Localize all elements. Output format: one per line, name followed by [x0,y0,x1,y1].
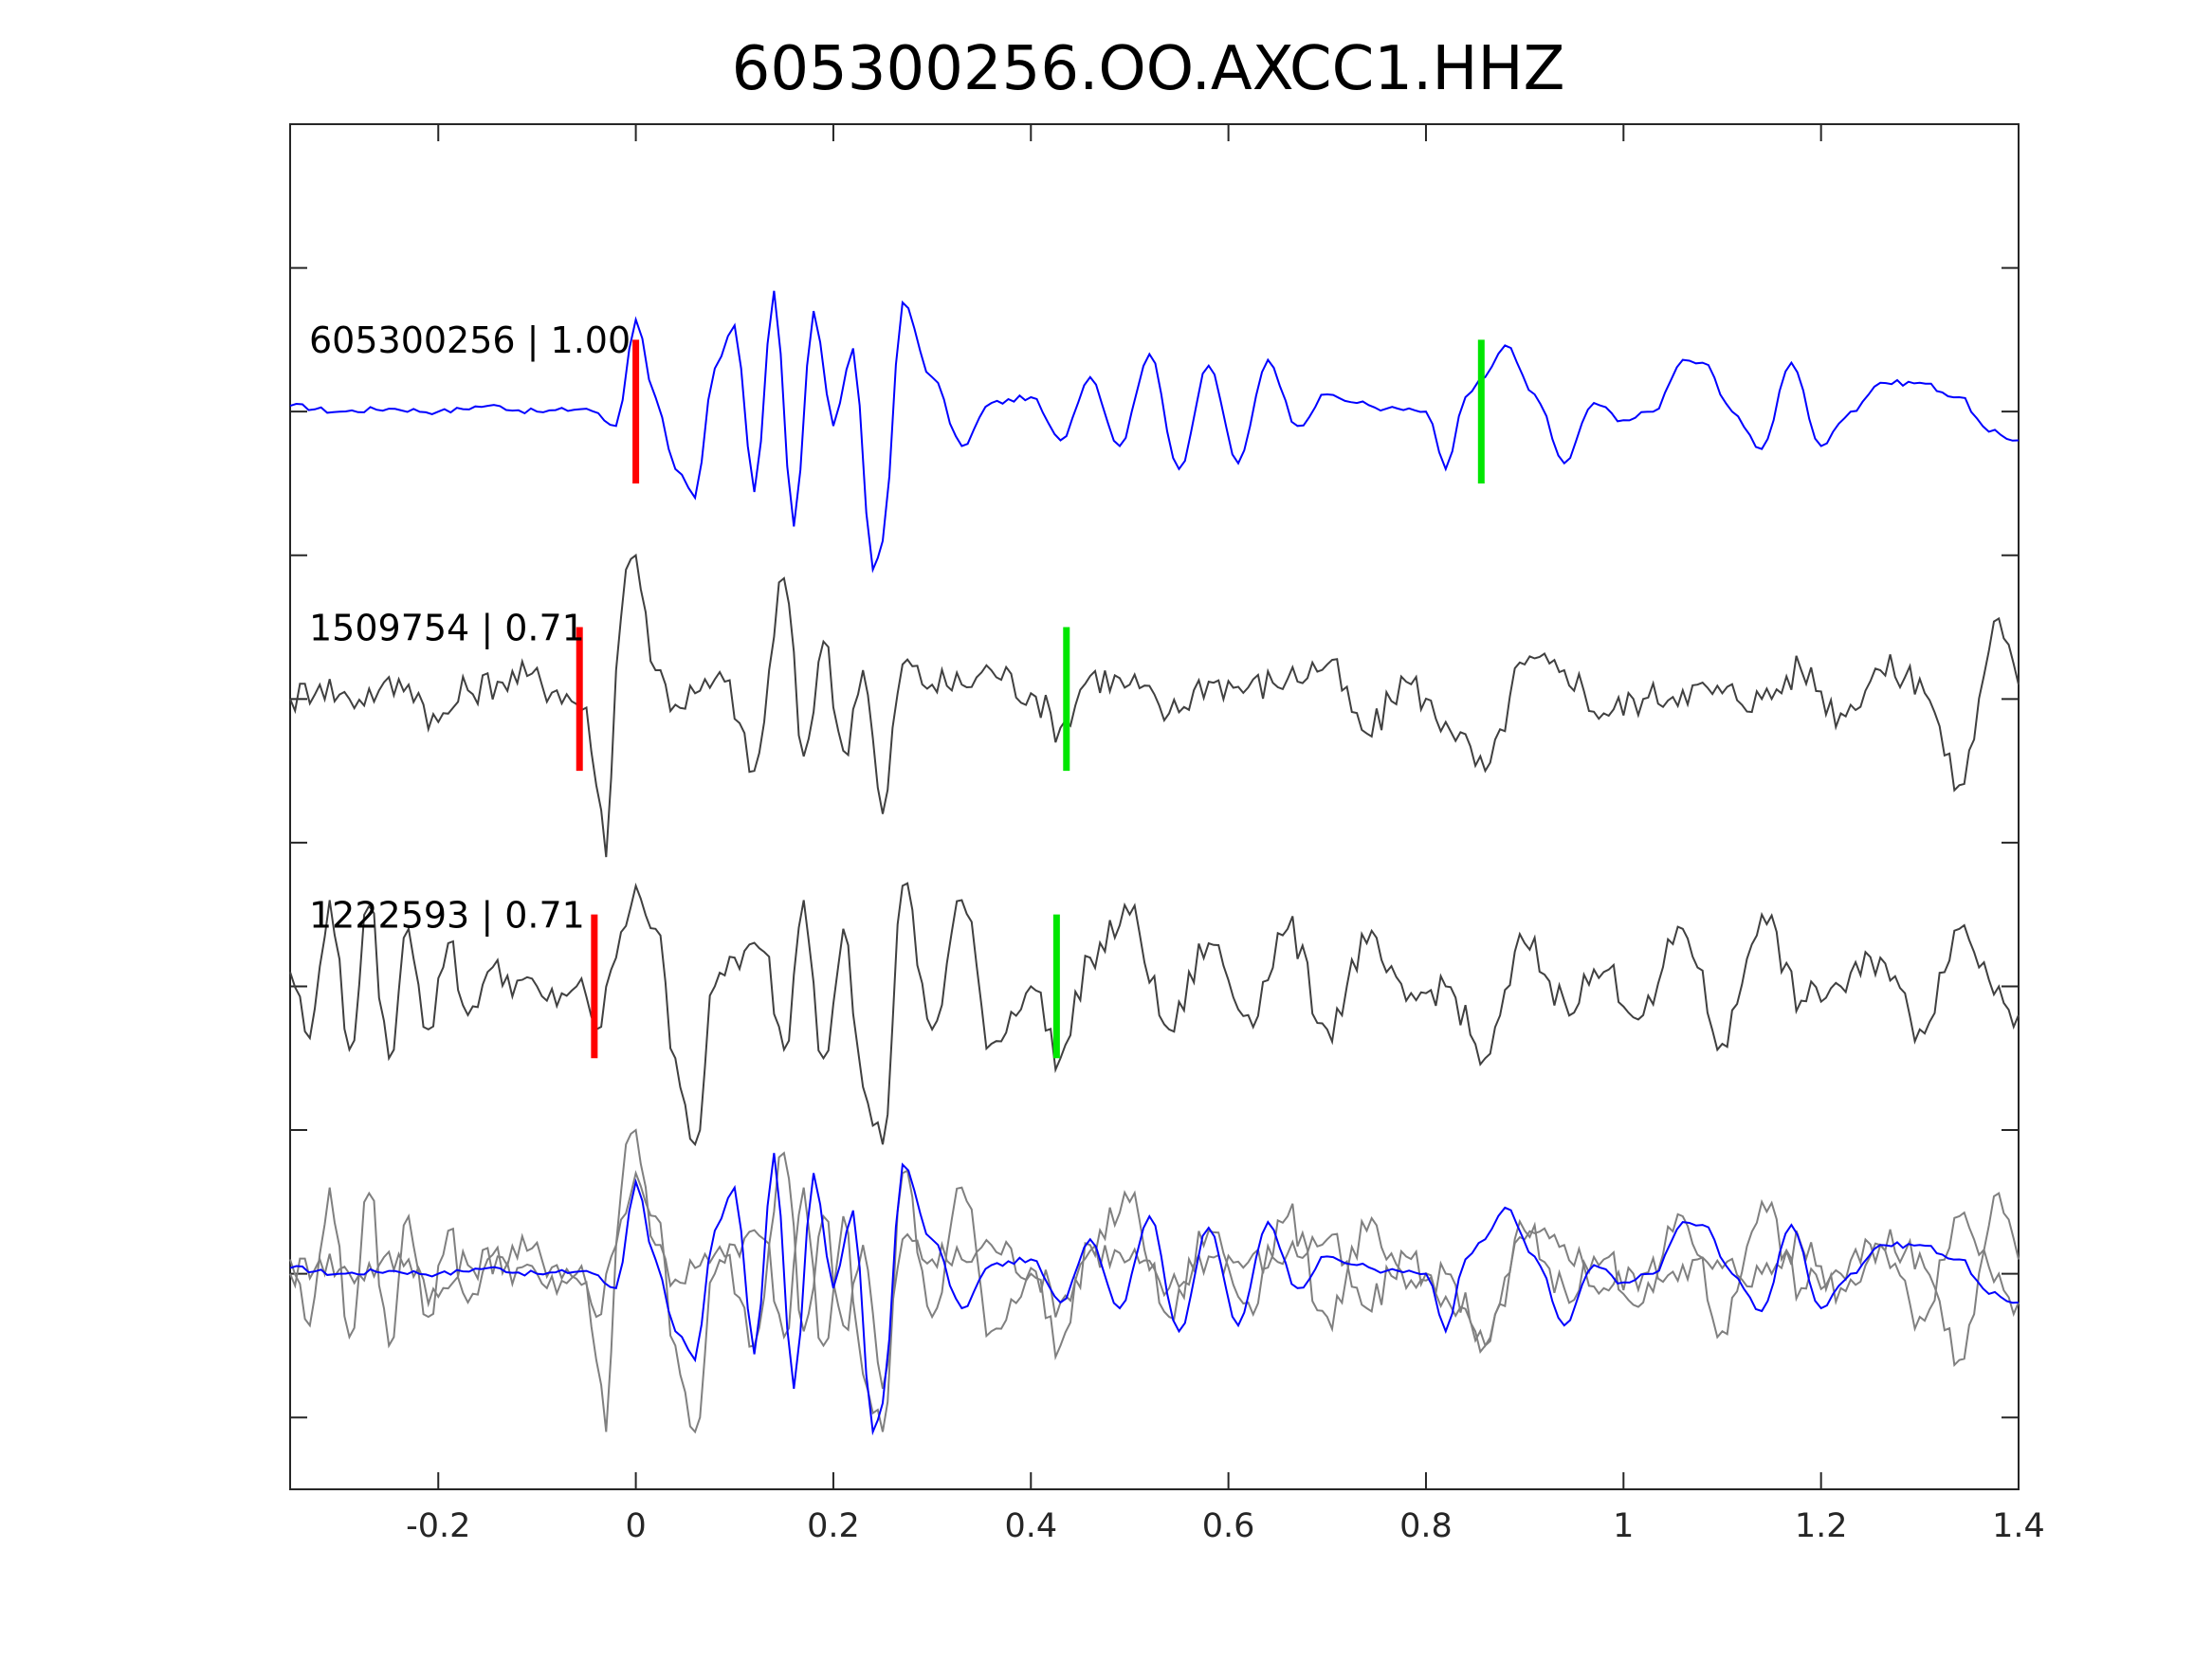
trace-labels: 605300256 | 1.00 1509754 | 0.71 1222593 | … [309,319,631,937]
x-tick-label: 0.2 [807,1507,860,1545]
trace-line-2 [289,553,2020,858]
overlay-trace-group [289,1153,2020,1436]
plot-area-frame [289,123,2020,1490]
trace-line-3 [289,882,2020,1147]
x-tick-label: 0.6 [1202,1507,1255,1545]
chart-title: 605300256.OO.AXCC1.HHZ [732,34,1565,104]
trace-label: 1222593 | 0.71 [309,894,585,937]
trace-label: 1509754 | 0.71 [309,607,585,649]
trace-label: 605300256 | 1.00 [309,319,631,362]
overlay-line-1 [289,1153,2020,1436]
x-tick-label: 1.2 [1795,1507,1848,1545]
axis-ticks: -0.2 0 0.2 0.4 0.6 0.8 1 1.2 1.4 [290,124,2045,1545]
x-tick-label: 0 [625,1507,646,1545]
x-tick-label: 1 [1613,1507,1634,1545]
trace-line-1 [289,290,2020,574]
overlay-line-3 [289,1169,2020,1434]
x-tick-label: 1.4 [1992,1507,2045,1545]
x-tick-label: -0.2 [406,1507,470,1545]
x-tick-label: 0.4 [1004,1507,1057,1545]
x-tick-label: 0.8 [1399,1507,1453,1545]
trace-group [289,290,2020,1434]
pick-markers [576,339,1485,1059]
